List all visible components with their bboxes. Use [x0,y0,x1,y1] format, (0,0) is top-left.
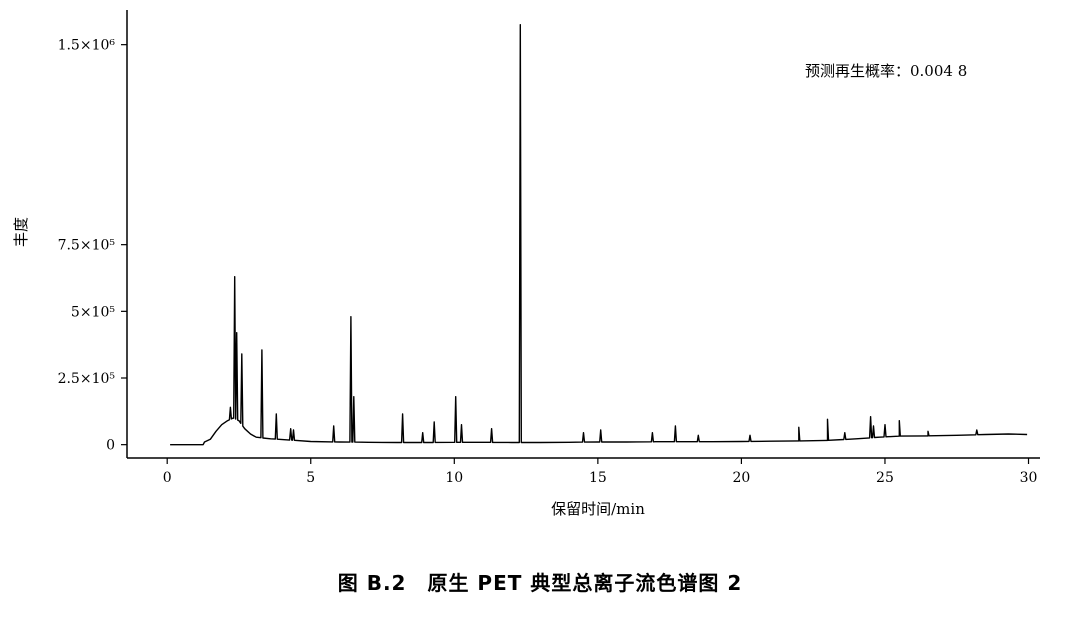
x-axis-title: 保留时间/min [551,500,645,518]
chromatogram-chart: 0 2.5×10⁵ 5×10⁵ 7.5×10⁵ 1.5×10⁶ 0 5 10 15 20 25 30… [12,10,1040,518]
y-tick-label: 7.5×10⁵ [58,238,116,254]
x-tick-label: 20 [732,470,750,486]
x-tick-label: 30 [1020,470,1038,486]
y-tick-label: 5×10⁵ [71,304,115,320]
x-tick-label: 10 [445,470,463,486]
x-tick-label: 5 [306,470,315,486]
y-tick-label: 0 [106,438,115,454]
figure-caption: 图 B.2 原生 PET 典型总离子流色谱图 2 [337,571,743,595]
x-axis-ticks: 0 5 10 15 20 25 30 [163,458,1038,486]
x-tick-label: 0 [163,470,172,486]
y-tick-label: 2.5×10⁵ [58,371,116,387]
y-tick-label: 1.5×10⁶ [58,38,116,54]
chromatogram-trace [170,24,1028,446]
annotation-text: 预测再生概率：0.004 8 [805,62,967,80]
x-tick-label: 25 [876,470,894,486]
y-axis-ticks: 0 2.5×10⁵ 5×10⁵ 7.5×10⁵ 1.5×10⁶ [58,38,127,454]
x-tick-label: 15 [589,470,607,486]
y-axis-title: 丰度 [12,217,30,247]
